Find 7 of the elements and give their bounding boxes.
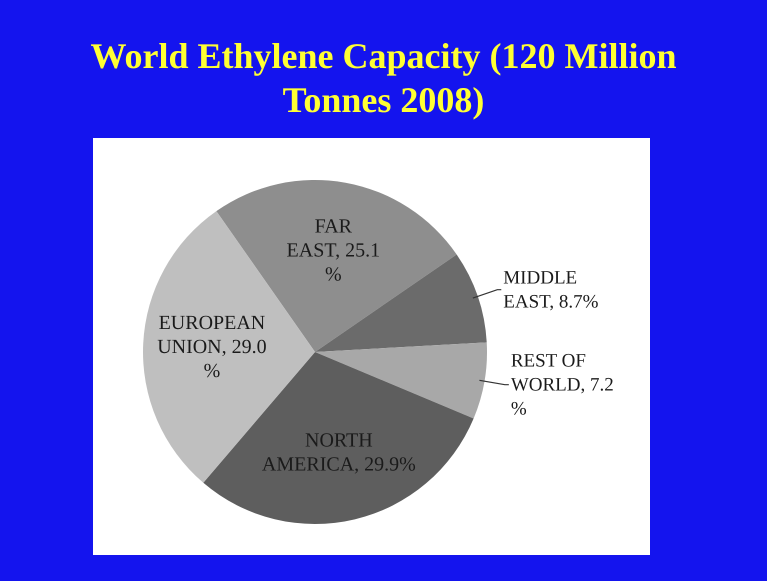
slice-label: FAR EAST, 25.1 % [286,215,380,286]
slice-label: MIDDLE EAST, 8.7% [503,267,599,312]
slice-label: REST OF WORLD, 7.2 % [510,350,614,420]
chart-title: World Ethylene Capacity (120 Million Tonnes 2008) [89,35,678,122]
slice-label: NORTH AMERICA, 29.9% [262,429,416,476]
slice-label: EUROPEAN UNION, 29.0 % [157,312,267,382]
pie-slice [315,342,487,419]
